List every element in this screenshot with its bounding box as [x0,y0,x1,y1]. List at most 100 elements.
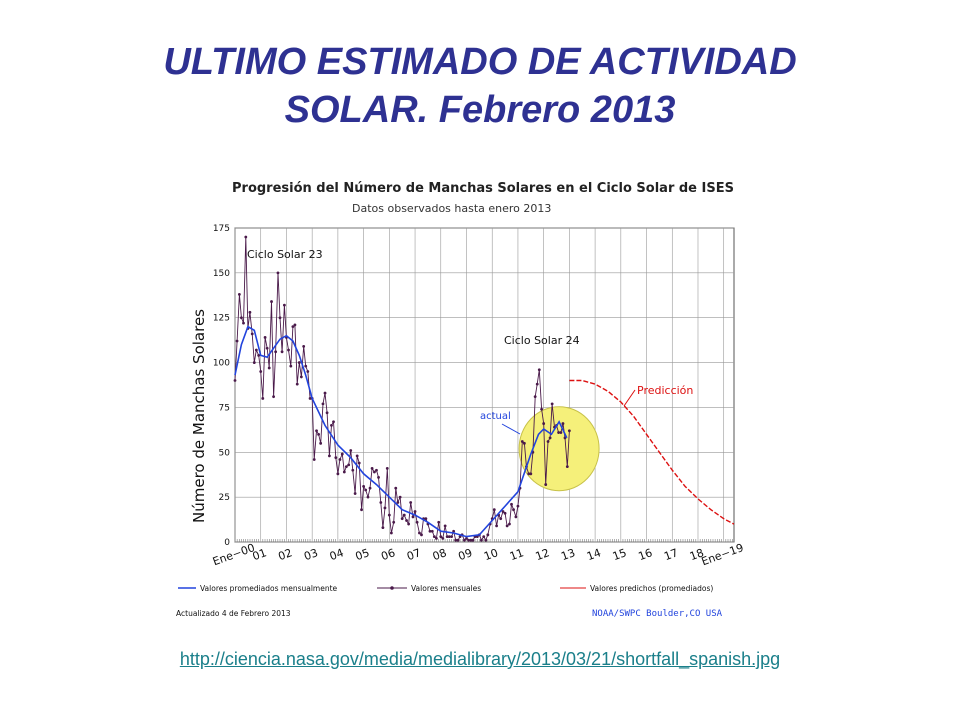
legend-monthly-label: Valores mensuales [411,584,481,593]
series-monthly-point [344,465,348,469]
y-tick-label: 0 [224,538,230,548]
series-monthly-point [501,510,505,513]
series-monthly-point [340,452,344,456]
series-monthly-point [456,538,460,542]
series-monthly-point [334,456,338,460]
x-tick-label: 03 [302,546,320,563]
series-monthly-point [287,348,290,352]
series-monthly-point [482,535,486,539]
series-monthly-point [366,495,370,499]
series-monthly-point [565,465,569,469]
series-monthly-point [430,529,434,533]
x-tick-label: 17 [662,546,680,563]
series-monthly-point [321,402,325,406]
series-monthly-point [349,449,353,452]
series-monthly-point [503,511,507,515]
series-monthly-point [405,519,408,522]
series-monthly-point [394,486,398,490]
series-monthly-point [272,395,275,399]
x-tick-label: 11 [508,546,526,563]
chart-legend: Valores promediados mensualmente Valores… [178,584,713,593]
series-monthly-point [252,361,256,364]
series-monthly-point [304,364,308,368]
series-monthly-point [315,429,318,433]
x-tick-label: Ene−00 [211,541,257,568]
series-monthly-point [420,533,423,537]
series-monthly-point [254,348,258,352]
series-monthly-point [240,316,243,320]
series-monthly-point [510,502,513,506]
series-monthly-point [522,441,526,445]
series-monthly-point [289,364,293,368]
series-monthly-point [248,310,252,314]
y-tick-label: 175 [213,224,230,234]
series-monthly-point [261,397,265,400]
series-monthly-point [233,379,237,382]
chart-subtitle: Datos observados hasta enero 2013 [352,202,551,215]
y-tick-label: 25 [219,493,230,503]
y-tick-label: 125 [213,314,230,324]
annotation-prediction: Predicción [637,384,693,397]
series-monthly-point [559,431,563,434]
series-monthly-point [424,517,428,521]
series-monthly-point [546,440,550,443]
series-monthly-point [432,535,436,539]
series-monthly-point [383,506,387,510]
x-tick-label: 04 [328,546,346,563]
series-monthly-point [428,529,432,533]
series-monthly-point [364,488,368,492]
series-monthly-point [418,531,421,535]
x-tick-label: 05 [354,546,372,563]
series-monthly-point [450,535,453,539]
series-monthly-point [469,538,473,542]
series-monthly-point [306,370,310,373]
series-monthly-point [413,510,417,513]
x-tick-label: 06 [379,546,397,563]
series-monthly-point [527,472,531,476]
series-monthly-point [373,470,376,474]
series-monthly-point [276,271,280,275]
y-tick-label: 75 [219,403,230,413]
series-monthly-point [351,468,355,472]
slide-title-line-1: ULTIMO ESTIMADO DE ACTIVIDAD [163,41,797,83]
series-monthly-point [385,467,389,470]
series-smoothed-line [234,325,568,538]
x-tick-label: Ene−19 [700,541,746,568]
current-highlight-circle [518,406,600,492]
series-monthly-point [259,370,263,373]
series-monthly-point [267,366,271,370]
series-monthly-point [465,537,468,540]
series-monthly-point [280,350,284,354]
series-monthly-point [544,483,548,486]
series-monthly-point [492,508,496,512]
x-tick-label: 18 [688,546,706,563]
x-tick-label: 02 [276,546,294,563]
series-monthly-point [415,520,419,524]
series-monthly-point [338,458,342,461]
series-monthly-point [282,303,286,307]
series-monthly-point [447,535,451,539]
series-monthly-point [263,336,267,339]
series-monthly-point [557,431,560,434]
series-monthly-point [362,484,366,488]
current-highlight [518,406,600,492]
series-monthly-point [295,382,299,386]
series-monthly-point [537,368,541,372]
series-monthly-point [445,535,449,539]
series-monthly-point [293,323,297,327]
series-monthly-point [452,529,456,533]
series-monthly-point [308,397,312,400]
series-monthly-point [435,537,438,540]
x-tick-label: 12 [534,546,552,563]
series-monthly-point [512,508,515,512]
series-monthly-point [325,411,329,415]
y-tick-label: 100 [213,359,230,369]
series-monthly-point [567,429,571,433]
series-monthly-point [244,235,248,239]
x-tick-label: 09 [456,546,474,563]
series-monthly-point [332,420,335,424]
source-link[interactable]: http://ciencia.nasa.gov/media/medialibra… [179,649,781,669]
sunspot-chart-svg: Progresión del Número de Manchas Solares… [176,181,746,619]
x-tick-label: 08 [431,546,449,563]
sunspot-chart: Progresión del Número de Manchas Solares… [172,176,762,628]
